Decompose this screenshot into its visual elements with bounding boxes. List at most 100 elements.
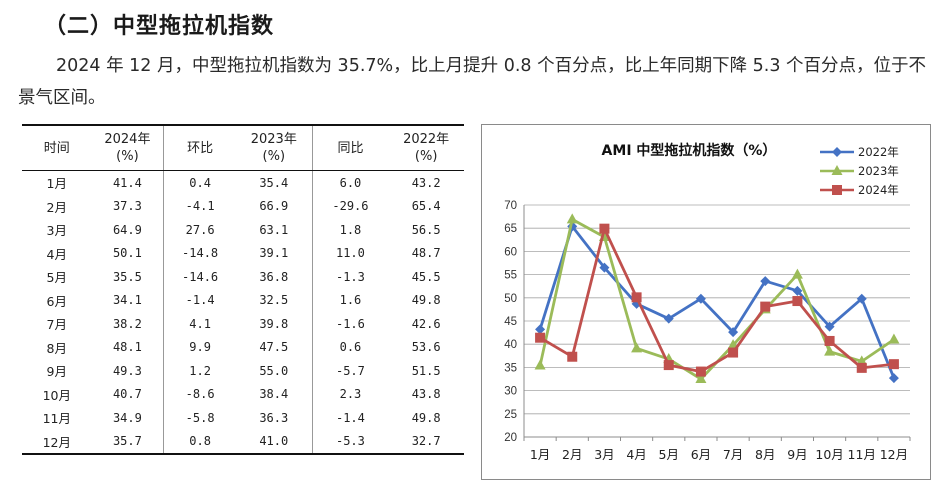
cell-2023: 35.4 xyxy=(235,170,313,195)
cell-yoy: 1.8 xyxy=(339,222,362,237)
legend-label: 2023年 xyxy=(858,164,899,178)
cell-2023: 47.5 xyxy=(235,335,313,359)
cell-month: 4月 xyxy=(46,246,67,262)
x-tick-label: 12月 xyxy=(880,447,908,462)
cell-month: 2月 xyxy=(46,199,67,215)
cell-2023: 36.3 xyxy=(235,406,313,430)
cell-2023: 39.8 xyxy=(235,312,313,336)
x-tick-label: 7月 xyxy=(723,447,743,462)
cell-2024: 35.7 xyxy=(91,429,165,455)
table-row: 10月 40.7 -8.6 38.4 2.3 43.8 xyxy=(22,382,464,406)
data-point xyxy=(599,262,610,273)
y-tick-label: 70 xyxy=(504,200,517,212)
cell-month: 8月 xyxy=(46,340,67,356)
data-point xyxy=(728,327,739,338)
x-tick-label: 5月 xyxy=(659,447,679,462)
data-point xyxy=(824,335,835,346)
cell-2022: 51.5 xyxy=(411,363,441,378)
table-row: 8月 48.1 9.9 47.5 0.6 53.6 xyxy=(22,335,464,359)
cell-2023: 39.1 xyxy=(235,241,313,265)
cell-mom: 4.1 xyxy=(189,316,211,331)
data-point xyxy=(888,373,899,384)
cell-yoy: -1.6 xyxy=(335,316,365,331)
y-tick-label: 35 xyxy=(504,362,517,374)
cell-mom: 27.6 xyxy=(185,222,215,237)
legend-label: 2022年 xyxy=(858,145,899,159)
cell-yoy: -29.6 xyxy=(332,199,369,214)
cell-2024: 34.9 xyxy=(91,406,165,430)
x-tick-label: 6月 xyxy=(691,447,711,462)
cell-yoy: 6.0 xyxy=(339,175,362,190)
x-tick-label: 4月 xyxy=(626,447,646,462)
cell-month: 1月 xyxy=(46,176,67,192)
legend-label: 2024年 xyxy=(858,183,899,197)
cell-2022: 56.5 xyxy=(411,222,441,237)
data-point xyxy=(824,321,835,332)
cell-month: 12月 xyxy=(22,429,92,455)
table-header-row: 时间 2024年 (%) 环比 2023年 (%) 同比 2022年 (%) xyxy=(22,124,464,171)
cell-mom: -4.1 xyxy=(185,199,215,214)
cell-mom: 9.9 xyxy=(189,340,211,355)
data-point xyxy=(535,332,546,343)
cell-mom: -14.8 xyxy=(182,246,219,261)
cell-2024: 35.5 xyxy=(91,265,165,289)
cell-month: 6月 xyxy=(46,293,67,309)
x-tick-label: 8月 xyxy=(755,447,775,462)
cell-yoy: 11.0 xyxy=(335,246,365,261)
data-point xyxy=(824,345,836,356)
data-point xyxy=(695,366,706,377)
y-tick-label: 30 xyxy=(504,386,517,398)
data-point xyxy=(760,276,771,287)
cell-month: 3月 xyxy=(46,223,67,239)
cell-yoy: -5.7 xyxy=(335,363,365,378)
data-point xyxy=(695,373,707,383)
x-tick-label: 2月 xyxy=(562,447,582,462)
data-point xyxy=(792,285,803,296)
data-point xyxy=(695,293,706,304)
table-row: 9月 49.3 1.2 55.0 -5.7 51.5 xyxy=(22,359,464,383)
table-row: 5月 35.5 -14.6 36.8 -1.3 45.5 xyxy=(22,265,464,289)
table-row: 2月 37.3 -4.1 66.9 -29.6 65.4 xyxy=(22,194,464,218)
cell-2022: 65.4 xyxy=(411,199,441,214)
data-point xyxy=(631,342,643,353)
cell-2024: 64.9 xyxy=(91,218,165,242)
cell-2022: 48.7 xyxy=(411,246,441,261)
data-point xyxy=(663,360,674,371)
cell-yoy: -1.3 xyxy=(335,269,365,284)
cell-month: 7月 xyxy=(46,317,67,333)
legend-marker xyxy=(832,185,842,195)
cell-mom: 0.4 xyxy=(189,175,211,190)
header-mom: 环比 xyxy=(163,124,236,171)
cell-2022: 32.7 xyxy=(388,429,464,455)
cell-mom: -8.6 xyxy=(185,387,215,402)
cell-yoy: 2.3 xyxy=(339,387,362,402)
y-tick-label: 40 xyxy=(504,339,517,351)
cell-yoy: -1.4 xyxy=(335,410,365,425)
table-row: 11月 34.9 -5.8 36.3 -1.4 49.8 xyxy=(22,406,464,430)
table-row: 12月 35.7 0.8 41.0 -5.3 32.7 xyxy=(22,429,464,455)
y-tick-label: 45 xyxy=(504,316,517,328)
cell-2023: 38.4 xyxy=(235,382,313,406)
line-chart: 20 25 30 35 40 45 50 55 60 65 70 1月 2月 3月 4月 5月 6月 7月 8月 9月… xyxy=(504,142,911,462)
data-point xyxy=(792,296,803,307)
data-point xyxy=(631,292,642,303)
table-row: 7月 38.2 4.1 39.8 -1.6 42.6 xyxy=(22,312,464,336)
x-tick-label: 1月 xyxy=(530,447,550,462)
data-point xyxy=(856,293,867,304)
cell-mom: 1.2 xyxy=(189,363,211,378)
cell-yoy: 1.6 xyxy=(339,293,362,308)
cell-2022: 49.8 xyxy=(411,293,441,308)
legend-marker xyxy=(832,147,842,157)
y-tick-label: 25 xyxy=(504,409,517,421)
cell-2023: 66.9 xyxy=(235,194,313,218)
x-tick-label: 10月 xyxy=(815,447,843,462)
cell-2023: 41.0 xyxy=(235,429,313,455)
y-tick-label: 55 xyxy=(504,270,517,282)
cell-2024: 34.1 xyxy=(91,288,165,312)
header-yoy: 同比 xyxy=(312,124,389,171)
chart-title: AMI 中型拖拉机指数（%） xyxy=(602,142,777,159)
cell-month: 10月 xyxy=(42,387,71,403)
index-table: 时间 2024年 (%) 环比 2023年 (%) 同比 2022年 (%) 1月 41… xyxy=(22,124,464,455)
table-row: 6月 34.1 -1.4 32.5 1.6 49.8 xyxy=(22,288,464,312)
data-point xyxy=(888,359,899,370)
